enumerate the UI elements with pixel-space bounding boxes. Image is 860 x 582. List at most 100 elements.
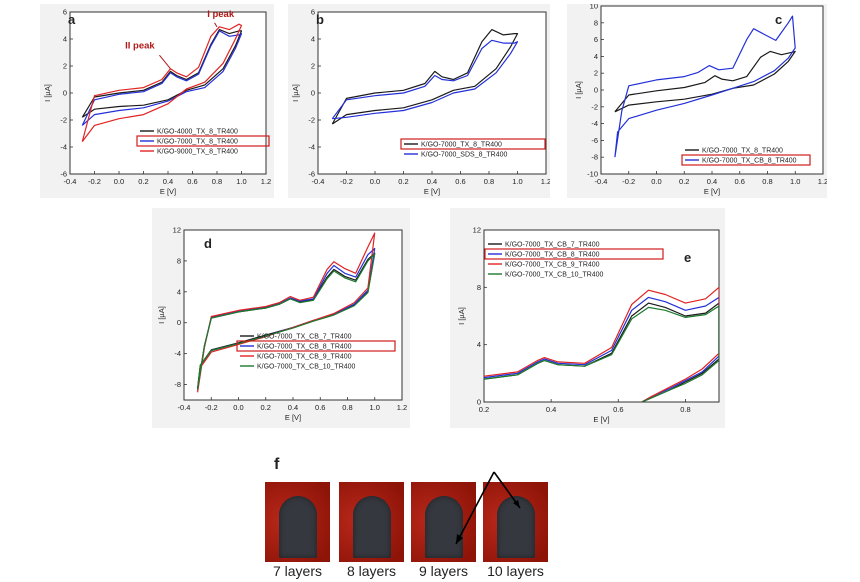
x-tick-label: 0.6 [455,177,465,186]
legend-highlight-box [484,248,664,260]
y-tick-label: -4 [308,143,315,152]
x-tick-label: -0.2 [340,177,353,186]
arrow-head [513,500,520,508]
peak-arrow-ii [159,54,171,70]
photo-8-layers: 8 layers [339,482,404,580]
photo-caption: 7 layers [265,562,330,580]
x-axis-label: E [V] [704,187,720,196]
x-tick-label: 1.0 [790,177,800,186]
y-tick-label: 4 [594,52,598,61]
x-tick-label: -0.4 [595,177,608,186]
x-tick-label: 0.2 [479,405,489,414]
y-axis-label: I [µA] [291,84,300,102]
plot-area [600,5,824,175]
chart-b: -0.4 -0.2 0.0 0.2 0.4 0.6 0.8 1.0 1.2 -6 -4 -2 0 2 4 6 E… [291,8,550,197]
y-tick-label: 6 [311,8,315,17]
legend-entry: K/GO-7000_TX_8_TR400 [421,142,502,149]
panel-label-b: b [316,12,324,27]
legend: K/GO-4000_TX_8_TR400 K/GO-7000_TX_8_TR400… [136,129,270,156]
x-tick-label: 1.2 [541,177,550,186]
defect-arrows [455,471,521,545]
legend-entry: K/GO-9000_TX_8_TR400 [157,149,238,156]
x-tick-label: 0.0 [233,403,243,412]
electrode-image [497,496,535,558]
y-tick-label: 8 [594,18,598,27]
plot-area [69,11,267,175]
x-tick-label: 0.8 [342,403,352,412]
x-tick-label: 0.2 [138,177,148,186]
x-tick-label: 0.0 [114,177,124,186]
y-tick-label: 4 [311,35,315,44]
x-tick-label: 0.6 [315,403,325,412]
photo-7-layers: 7 layers [265,482,330,580]
y-tick-label: 12 [173,226,181,235]
legend-entry: K/GO-7000_TX_CB_10_TR400 [505,272,604,279]
y-tick-label: 12 [473,226,481,235]
y-axis-label: I [µA] [574,81,583,99]
chart-e: 0.2 0.4 0.6 0.8 0 4 8 12 E [V] I [µA] K/GO-7000_TX… [457,226,720,424]
plot-area [317,11,547,175]
photo-caption: 10 layers [483,562,548,580]
y-axis-label: I [µA] [157,306,166,324]
x-tick-label: 0.4 [288,403,298,412]
x-tick-label: 0.2 [679,177,689,186]
x-tick-label: 0.8 [762,177,772,186]
x-axis-label: E [V] [160,187,176,196]
x-tick-label: 0.6 [735,177,745,186]
y-tick-label: -4 [174,349,181,358]
chart-panel-a: -0.4 -0.2 0.0 0.2 0.4 0.6 0.8 1.0 1.2 -6 -4 -2 0 2 4 6 E… [40,4,274,198]
x-tick-label: 1.2 [818,177,827,186]
x-tick-label: 0.2 [398,177,408,186]
panel-label-a: a [68,12,76,27]
photo-caption: 8 layers [339,562,404,580]
y-tick-label: 0 [177,318,181,327]
y-tick-label: 4 [63,35,67,44]
x-tick-label: 1.2 [397,403,407,412]
x-tick-label: -0.2 [88,177,101,186]
y-tick-label: -6 [591,136,598,145]
y-axis-label: I [µA] [457,307,466,325]
x-tick-label: 0.0 [370,177,380,186]
series-line-red [484,286,719,402]
y-tick-label: 2 [594,69,598,78]
x-tick-label: 1.0 [236,177,246,186]
x-tick-label: 1.0 [370,403,380,412]
legend-entry: K/GO-7000_TX_CB_7_TR400 [257,334,352,341]
series-line-black [614,50,796,113]
chart-panel-e: 0.2 0.4 0.6 0.8 0 4 8 12 E [V] I [µA] K/GO-7000_TX… [450,208,725,428]
chart-panel-c: -0.4 -0.2 0.0 0.2 0.4 0.6 0.8 1.0 1.2 -10 -8 -6 -4 -2… [567,4,827,198]
x-axis-label: E [V] [424,187,440,196]
legend: K/GO-7000_TX_CB_7_TR400 K/GO-7000_TX_CB_8… [484,242,664,279]
x-tick-label: 0.4 [427,177,437,186]
y-tick-label: -2 [591,102,598,111]
arrow-head [456,534,463,544]
x-tick-label: 0.6 [187,177,197,186]
x-tick-label: 0.8 [680,405,690,414]
y-axis-label: I [µA] [43,84,52,102]
series-line-green [197,253,376,390]
chart-c: -0.4 -0.2 0.0 0.2 0.4 0.6 0.8 1.0 1.2 -10 -8 -6 -4 -2… [574,4,827,196]
x-axis-label: E [V] [285,413,301,422]
y-tick-label: 0 [594,86,598,95]
y-tick-label: -2 [308,116,315,125]
series-line-red [197,232,376,393]
series-line-black [81,29,243,118]
peak-label-i: I peak [207,9,235,20]
x-tick-label: 0.2 [261,403,271,412]
x-tick-label: -0.4 [178,403,191,412]
series-line-blue [331,39,519,120]
electrode-image [279,496,317,558]
photo-caption: 9 layers [411,562,476,580]
legend: K/GO-7000_TX_8_TR400 K/GO-7000_SDS_8_TR40… [400,138,546,159]
x-tick-label: 0.8 [484,177,494,186]
series-line-blue [484,296,719,402]
y-tick-label: 0 [477,398,481,407]
panel-label-f: f [274,456,280,473]
y-tick-label: -4 [60,143,67,152]
x-tick-label: 0.0 [651,177,661,186]
x-tick-label: 1.0 [512,177,522,186]
series-line-blue [614,15,796,158]
chart-panel-d: -0.4 -0.2 0.0 0.2 0.4 0.6 0.8 1.0 1.2 -8 -4 0 4 8 12 E … [152,208,410,428]
y-tick-label: 8 [477,283,481,292]
peak-label-ii: II peak [125,40,155,51]
